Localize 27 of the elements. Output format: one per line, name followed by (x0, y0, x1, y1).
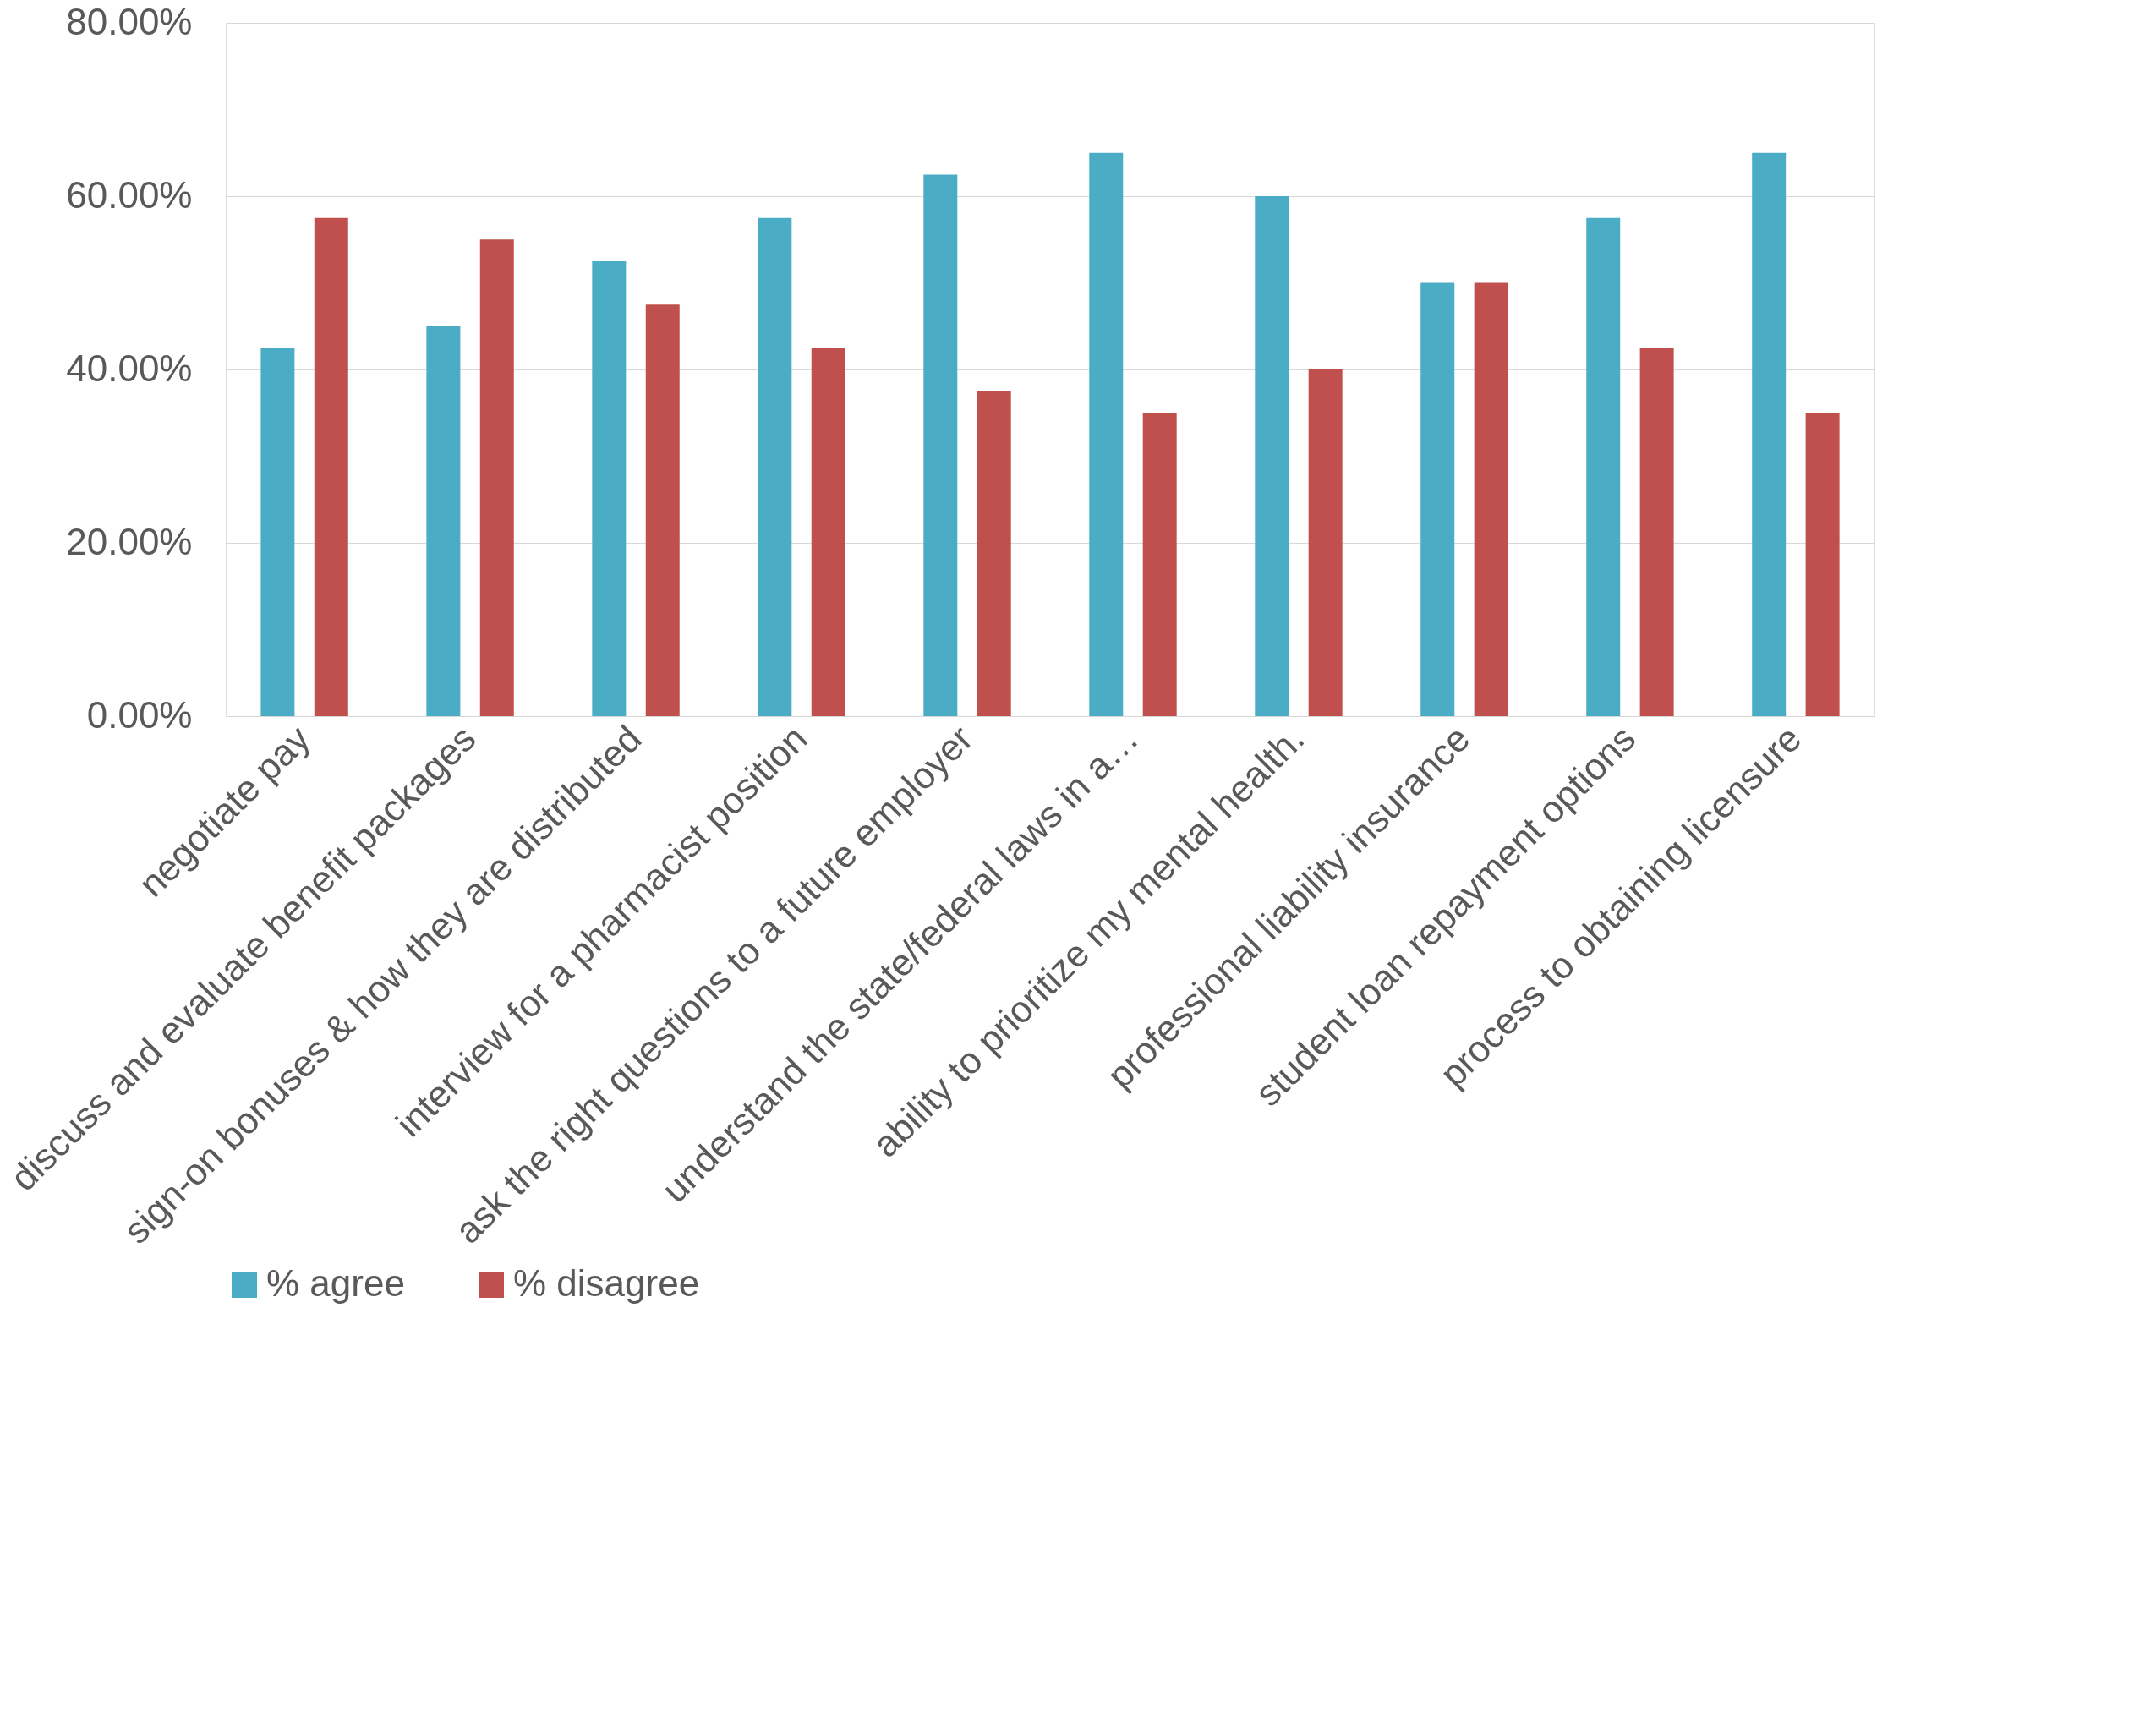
bar (1586, 217, 1621, 716)
bar (314, 217, 348, 716)
bar (1420, 282, 1455, 716)
bar (1752, 152, 1787, 716)
bar (1474, 282, 1508, 716)
bar (758, 217, 792, 716)
y-tick-label: 80.00% (66, 0, 193, 42)
bar (645, 304, 680, 716)
bar (811, 348, 845, 716)
bar (977, 391, 1011, 716)
y-tick-label: 60.00% (66, 173, 193, 216)
y-tick-label: 40.00% (66, 347, 193, 389)
legend-label: % disagree (513, 1262, 700, 1304)
bar (923, 174, 958, 716)
bar (1639, 348, 1674, 716)
bar (426, 326, 461, 716)
bar (592, 260, 627, 716)
bar (1255, 196, 1289, 716)
y-tick-label: 20.00% (66, 520, 193, 562)
legend-label: % agree (266, 1262, 405, 1304)
bar (1805, 413, 1840, 716)
bar (1089, 152, 1124, 716)
bar (1308, 369, 1343, 716)
bar (260, 348, 295, 716)
y-tick-label: 0.00% (86, 693, 193, 736)
bar (1142, 413, 1177, 716)
bar (479, 239, 514, 716)
